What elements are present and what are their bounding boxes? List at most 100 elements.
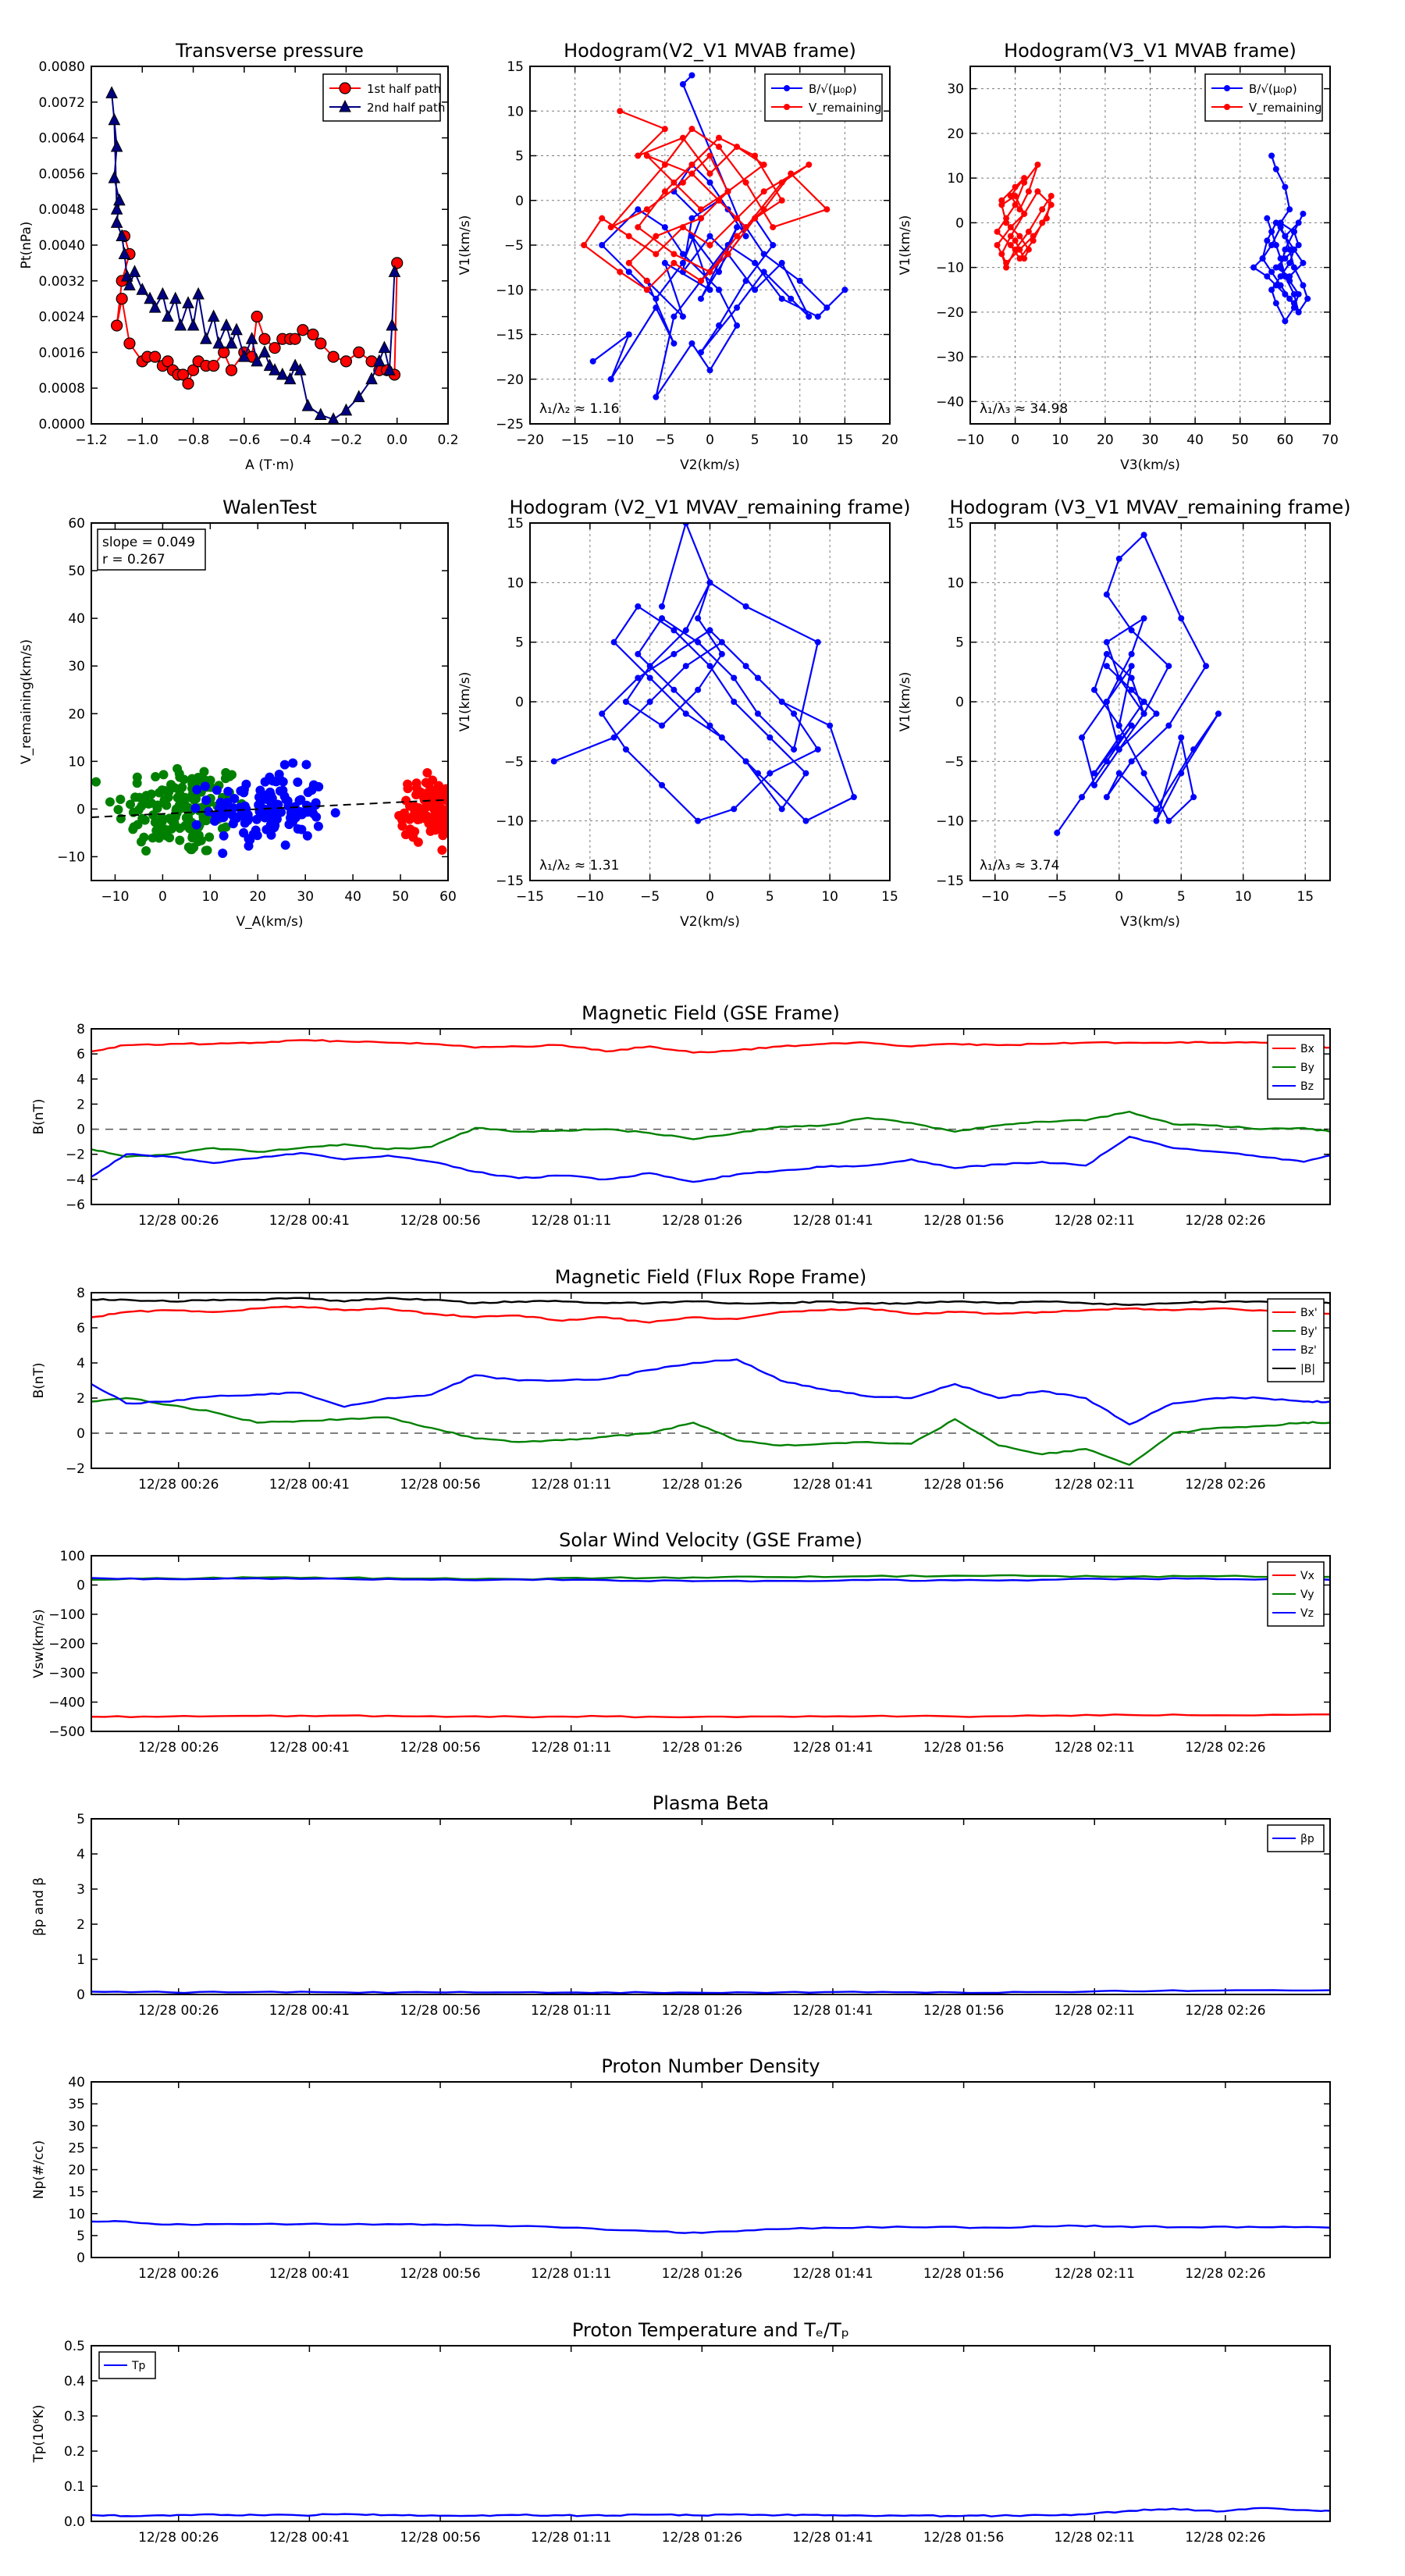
plot-area [91,1574,1330,1719]
data-point [778,806,785,813]
y-tick-label: −40 [936,394,964,410]
data-point [373,354,386,367]
data-point [1021,175,1028,182]
stats-frame [97,528,206,571]
data-point [1090,781,1097,788]
y-axis-label: V_remaining(km/s) [19,639,34,764]
x-tick-label: 10 [1235,889,1252,905]
scatter-point [302,831,312,841]
ratio-annotation: λ₁/λ₃ ≈ 34.98 [980,401,1068,417]
chart-title: Proton Temperature and Tₑ/Tₚ [572,2319,849,2341]
scatter-point [274,769,284,779]
y-tick-label: −20 [936,305,964,321]
y-tick-label: 0 [76,2250,85,2266]
chart-h21r: Hodogram (V2_V1 MVAV_remaining frame) −15… [457,496,911,930]
scatter-point [202,845,212,856]
data-point [1215,710,1222,717]
x-tick-label: 20 [1097,432,1114,448]
scatter-point [307,785,317,795]
data-point [1034,188,1041,195]
data-point [754,710,761,717]
scatter-point [159,795,169,806]
cluster-1 [190,758,340,859]
chart-title: WalenTest [222,496,317,518]
y-tick-label: 4 [76,1072,85,1087]
data-point [599,242,606,248]
data-point [734,144,741,151]
legend-label: B/√(μ₀ρ) [1249,82,1297,96]
data-point [1103,699,1110,705]
data-point [1128,663,1135,670]
data-point [688,170,695,177]
data-point [1153,817,1160,824]
series-line-By [91,1110,1330,1158]
x-tick-label: 50 [1232,432,1249,448]
data-point [1103,639,1110,646]
x-tick-label: 40 [1186,432,1204,448]
y-tick-label: 15 [507,59,524,75]
data-point [1021,210,1028,217]
fit-line [91,799,448,818]
x-axis-label: V2(km/s) [680,457,740,473]
x-tick-label: 12/28 00:26 [138,1740,219,1756]
x-tick-label: 12/28 00:41 [269,2530,350,2546]
data-point [706,286,713,294]
data-point [1300,210,1307,217]
data-point [607,375,614,382]
y-tick-label: 5 [515,149,524,165]
legend: Tp [98,2351,156,2379]
x-tick-label: 15 [881,889,898,905]
legend-label: B/√(μ₀ρ) [809,82,857,96]
data-point [670,650,678,657]
x-tick-label: 12/28 01:41 [792,2530,873,2546]
data-point [1282,290,1289,297]
data-point [111,319,123,332]
chart-title: Transverse pressure [175,40,364,62]
x-tick-label: −15 [516,889,544,905]
y-tick-label: 0 [76,1123,85,1138]
y-tick-label: 40 [68,611,85,627]
plot-frame [529,66,891,425]
data-point [752,152,759,159]
data-point [1115,674,1122,681]
data-point [108,171,121,183]
data-point [661,224,668,231]
data-point [327,350,340,363]
data-point [1277,255,1284,262]
series-line-βp [91,1989,1330,1994]
y-tick-label: 0.0072 [39,95,85,111]
data-point [1043,215,1050,222]
y-tick-label: −15 [496,328,524,343]
x-tick-label: 12/28 00:41 [269,1740,350,1756]
data-point [734,233,741,240]
data-point [716,269,723,276]
y-tick-label: 0.1 [64,2479,85,2495]
data-point [269,363,281,375]
x-tick-label: −1.2 [75,432,107,448]
scatter-point [151,772,161,782]
y-tick-label: −15 [936,873,964,889]
x-tick-label: −10 [981,889,1009,905]
data-point [1272,264,1279,271]
data-point [643,286,650,294]
data-point [661,188,668,195]
y-axis-label: Tp(10⁶K) [31,2404,47,2463]
data-point [646,699,653,705]
legend-label: By [1300,1062,1314,1074]
scatter-point [167,813,177,824]
y-tick-label: 2 [76,1391,85,1407]
data-point [1016,246,1023,253]
data-point [670,686,678,693]
data-point [731,806,738,813]
data-point [695,686,702,693]
data-point [778,197,785,204]
data-point [688,72,695,79]
data-point [697,349,704,356]
x-axis-label: V2(km/s) [680,914,740,930]
y-tick-label: 0 [955,215,964,231]
legend: 1st half path 2nd half path [322,73,445,122]
x-tick-label: −5 [640,889,660,905]
y-tick-label: 4 [76,1847,85,1863]
legend-box [764,73,883,122]
data-point [791,710,798,717]
